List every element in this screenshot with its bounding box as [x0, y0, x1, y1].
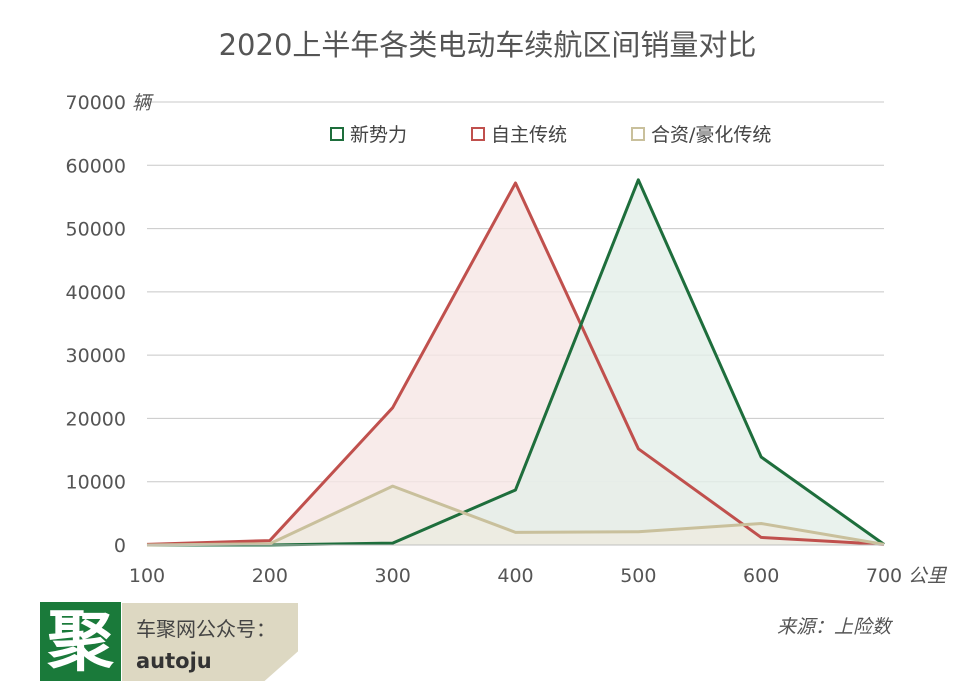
- legend-item-1: 自主传统: [471, 120, 567, 147]
- x-tick-label-300: 300: [375, 565, 411, 587]
- y-tick-label-10000: 10000: [66, 472, 126, 494]
- brand-logo-char: 聚: [47, 602, 114, 680]
- x-tick-label-400: 400: [497, 565, 533, 587]
- legend-swatch-0: [330, 126, 344, 141]
- x-tick-label-200: 200: [252, 565, 288, 587]
- y-axis-unit: 辆: [132, 92, 154, 114]
- legend-label-2: 合资/豪化传统: [651, 124, 772, 146]
- y-tick-label-60000: 60000: [66, 155, 126, 177]
- y-tick-label-50000: 50000: [66, 219, 126, 241]
- legend-swatch-2: [631, 126, 646, 141]
- legend-item-0: 新势力: [330, 120, 407, 147]
- y-tick-label-40000: 40000: [66, 282, 126, 304]
- x-tick-label-100: 100: [129, 565, 165, 587]
- x-tick-label-600: 600: [743, 565, 779, 587]
- legend-swatch-1: [471, 126, 486, 141]
- series-area-0: [147, 179, 884, 545]
- legend-label-1: 自主传统: [491, 124, 568, 146]
- brand-account-id: autoju: [136, 649, 212, 673]
- x-axis-unit: 公里: [908, 565, 948, 587]
- y-tick-label-30000: 30000: [66, 345, 126, 367]
- source-note: 来源：上险数: [776, 616, 891, 638]
- brand-panel: 车聚网公众号： autoju: [122, 603, 298, 681]
- brand-account-label: 车聚网公众号：: [136, 617, 276, 641]
- y-tick-label-0: 0: [114, 535, 126, 557]
- x-tick-label-500: 500: [620, 565, 656, 587]
- legend-label-0: 新势力: [350, 124, 408, 146]
- y-tick-label-70000: 70000: [66, 92, 126, 114]
- legend-item-2: 合资/豪化传统: [631, 120, 771, 147]
- x-tick-label-700: 700: [866, 565, 902, 587]
- y-tick-label-20000: 20000: [66, 408, 126, 430]
- brand-logo: 聚: [40, 602, 121, 681]
- series-area-1: [147, 183, 884, 545]
- series-area-2: [147, 486, 884, 545]
- chart-title: 2020上半年各类电动车续航区间销量对比: [218, 28, 757, 62]
- legend: 新势力 自主传统 合资/豪化传统: [330, 120, 771, 147]
